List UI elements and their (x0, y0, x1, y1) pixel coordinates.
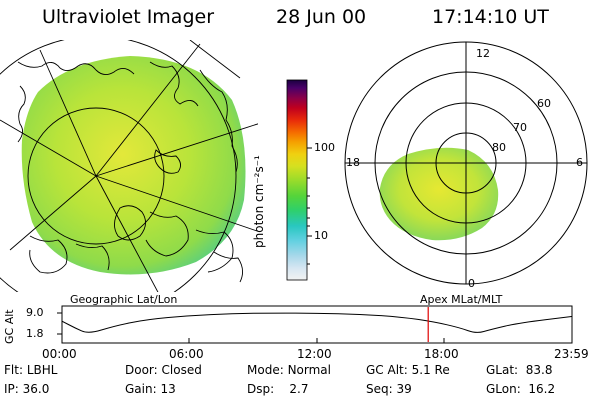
gc-altitude-curve (61, 312, 572, 333)
observation-time: 17:14:10 UT (432, 6, 549, 28)
apex-panel-label: Apex MLat/MLT (420, 293, 503, 306)
mlat-label-80: 80 (492, 141, 506, 154)
door-label: Door: (125, 363, 158, 377)
timeline-x-tick-2359: 23:59 (554, 347, 589, 361)
timeline-x-tick-0600: 06:00 (169, 347, 204, 361)
footer-flt: Flt: LBHL (4, 364, 57, 376)
colorbar-tick-label-10: 10 (314, 229, 328, 242)
timeline-x-tick-0000: 00:00 (42, 347, 77, 361)
timeline-plot (57, 305, 573, 344)
mlat-label-70: 70 (513, 121, 527, 134)
ip-label: IP: (4, 382, 19, 396)
gain-label: Gain: (125, 382, 157, 396)
mlat-label-60: 60 (537, 97, 551, 110)
mlt-label-12: 12 (476, 47, 490, 60)
dsp-label: Dsp: (247, 382, 275, 396)
timeline-x-tick-1800: 18:00 (424, 347, 459, 361)
timeline-y-tick-max: 9.0 (26, 306, 44, 319)
auroral-emission-left (21, 56, 246, 275)
geographic-panel-label: Geographic Lat/Lon (70, 293, 178, 306)
flt-label: Flt: (4, 363, 23, 377)
footer-seq: Seq: 39 (366, 383, 412, 395)
seq-label: Seq: (366, 382, 393, 396)
footer-dsp: Dsp: 2.7 (247, 383, 309, 395)
footer-door: Door: Closed (125, 364, 202, 376)
seq-value: 39 (396, 382, 412, 396)
glon-label: GLon: (486, 382, 521, 396)
colorbar-tick-label-100: 100 (314, 141, 335, 154)
flt-value: LBHL (26, 363, 58, 377)
glat-label: GLat: (486, 363, 519, 377)
glon-value: 16.2 (528, 382, 556, 396)
footer-mode: Mode: Normal (247, 364, 331, 376)
footer-gain: Gain: 13 (125, 383, 176, 395)
ip-value: 36.0 (22, 382, 50, 396)
lat-lon-grid (0, 40, 258, 292)
dsp-value: 2.7 (289, 382, 309, 396)
mlt-label-6: 6 (576, 156, 583, 169)
mode-value: Normal (287, 363, 331, 377)
gc-alt-label: GC Alt: (366, 363, 408, 377)
footer-ip: IP: 36.0 (4, 383, 49, 395)
coastlines (17, 61, 243, 283)
colorbar-unit-label: photon cm⁻²s⁻¹ (252, 155, 266, 248)
timeline-x-tick-1200: 12:00 (297, 347, 332, 361)
instrument-title: Ultraviolet Imager (42, 6, 215, 28)
mlt-label-0: 0 (468, 277, 475, 290)
gc-alt-value: 5.1 Re (411, 363, 450, 377)
timeline-y-axis-label: GC Alt (3, 309, 16, 344)
footer-gc-alt: GC Alt: 5.1 Re (366, 364, 450, 376)
gain-value: 13 (160, 382, 176, 396)
colorbar (286, 79, 308, 281)
geographic-image-panel (0, 40, 258, 292)
auroral-emission-right (379, 147, 499, 241)
mode-label: Mode: (247, 363, 284, 377)
timeline-y-tick-min: 1.8 (26, 327, 44, 340)
door-value: Closed (161, 363, 202, 377)
glat-value: 83.8 (525, 363, 553, 377)
observation-date: 28 Jun 00 (276, 6, 367, 28)
apex-polar-plot (344, 41, 588, 285)
footer-glon: GLon: 16.2 (486, 383, 555, 395)
mlt-label-18: 18 (346, 156, 360, 169)
footer-glat: GLat: 83.8 (486, 364, 552, 376)
